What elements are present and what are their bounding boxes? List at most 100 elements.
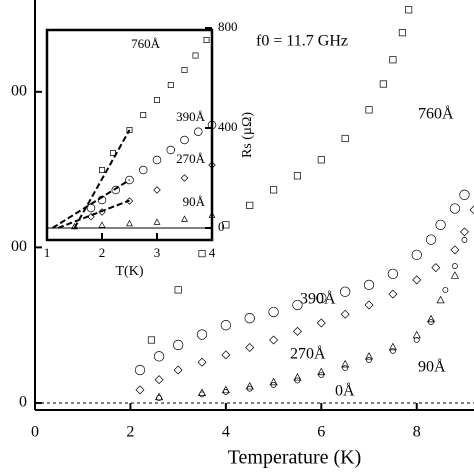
- y-tick-label: 0: [19, 394, 27, 411]
- annotation: 90Å: [418, 358, 446, 376]
- point: [459, 189, 470, 200]
- point: [221, 350, 231, 360]
- x-tick-label: 4: [222, 424, 230, 441]
- x-axis-label: Temperature (K): [228, 447, 362, 469]
- point: [389, 347, 396, 354]
- point: [154, 392, 164, 401]
- point: [140, 112, 147, 118]
- point: [341, 359, 350, 368]
- point: [363, 279, 375, 291]
- annotation: 760Å: [131, 36, 161, 51]
- point: [245, 381, 254, 390]
- point: [449, 203, 461, 214]
- point: [425, 234, 437, 245]
- point: [153, 218, 161, 225]
- point: [426, 314, 436, 323]
- point: [173, 365, 183, 375]
- point: [222, 221, 230, 229]
- point: [174, 286, 182, 294]
- point: [156, 395, 162, 401]
- point: [413, 337, 420, 343]
- x-tick-label: 8: [413, 424, 421, 441]
- point: [341, 134, 349, 143]
- inset-frame: [45, 28, 214, 242]
- point: [388, 289, 398, 299]
- fit-line: [57, 199, 130, 229]
- point: [294, 377, 301, 384]
- point: [208, 211, 216, 218]
- point: [340, 309, 350, 319]
- point: [461, 237, 468, 243]
- point: [459, 227, 469, 237]
- point: [293, 172, 301, 180]
- x-tick-label: 0: [31, 424, 39, 441]
- annotation: 390Å: [300, 290, 336, 308]
- point: [469, 205, 474, 215]
- point: [220, 320, 232, 331]
- point: [364, 300, 374, 310]
- point: [342, 365, 349, 371]
- point: [292, 299, 303, 311]
- point: [181, 67, 188, 73]
- point: [125, 175, 134, 185]
- y-tick-label: 00: [11, 82, 27, 99]
- point: [366, 356, 372, 363]
- point: [431, 263, 441, 273]
- point: [270, 382, 277, 388]
- point: [86, 203, 96, 213]
- point: [412, 275, 422, 285]
- point: [99, 167, 105, 173]
- point: [270, 186, 278, 194]
- annotation: 90Å: [183, 194, 206, 209]
- x-tick-label: 6: [317, 424, 325, 441]
- point: [192, 52, 199, 59]
- point: [97, 195, 107, 205]
- point: [135, 385, 145, 395]
- point: [125, 197, 134, 205]
- point: [134, 364, 146, 376]
- fit-line: [73, 129, 131, 229]
- point: [152, 155, 162, 165]
- point: [153, 351, 165, 362]
- point: [173, 339, 184, 351]
- point: [71, 222, 78, 230]
- point: [317, 156, 325, 164]
- point: [340, 286, 351, 297]
- point: [154, 375, 164, 385]
- point: [398, 29, 406, 37]
- annotation: 270Å: [176, 151, 206, 166]
- x-tick-label: 2: [126, 424, 134, 441]
- point: [450, 271, 460, 279]
- x-axis-label: T(K): [116, 264, 144, 279]
- point: [389, 56, 397, 64]
- point: [412, 330, 421, 339]
- point: [98, 221, 106, 228]
- point: [269, 377, 278, 386]
- point: [180, 135, 189, 145]
- point: [221, 385, 230, 394]
- y-axis-label: Rs (µΩ): [240, 112, 255, 158]
- point: [197, 357, 207, 367]
- point: [180, 174, 189, 182]
- point: [452, 263, 458, 269]
- x-tick-label: 4: [209, 245, 216, 260]
- point: [388, 342, 397, 351]
- point: [208, 161, 216, 169]
- point: [293, 373, 302, 381]
- point: [87, 213, 95, 221]
- point: [428, 319, 434, 325]
- point: [379, 80, 387, 88]
- point: [199, 391, 205, 398]
- point: [203, 37, 210, 43]
- point: [436, 295, 445, 304]
- annotation: 390Å: [176, 109, 206, 124]
- point: [268, 306, 279, 318]
- point: [244, 313, 255, 324]
- point: [316, 318, 326, 328]
- point: [207, 120, 217, 130]
- x-tick-label: 3: [154, 245, 161, 260]
- point: [111, 185, 120, 195]
- y-tick-label: 0: [218, 219, 225, 234]
- point: [450, 245, 460, 255]
